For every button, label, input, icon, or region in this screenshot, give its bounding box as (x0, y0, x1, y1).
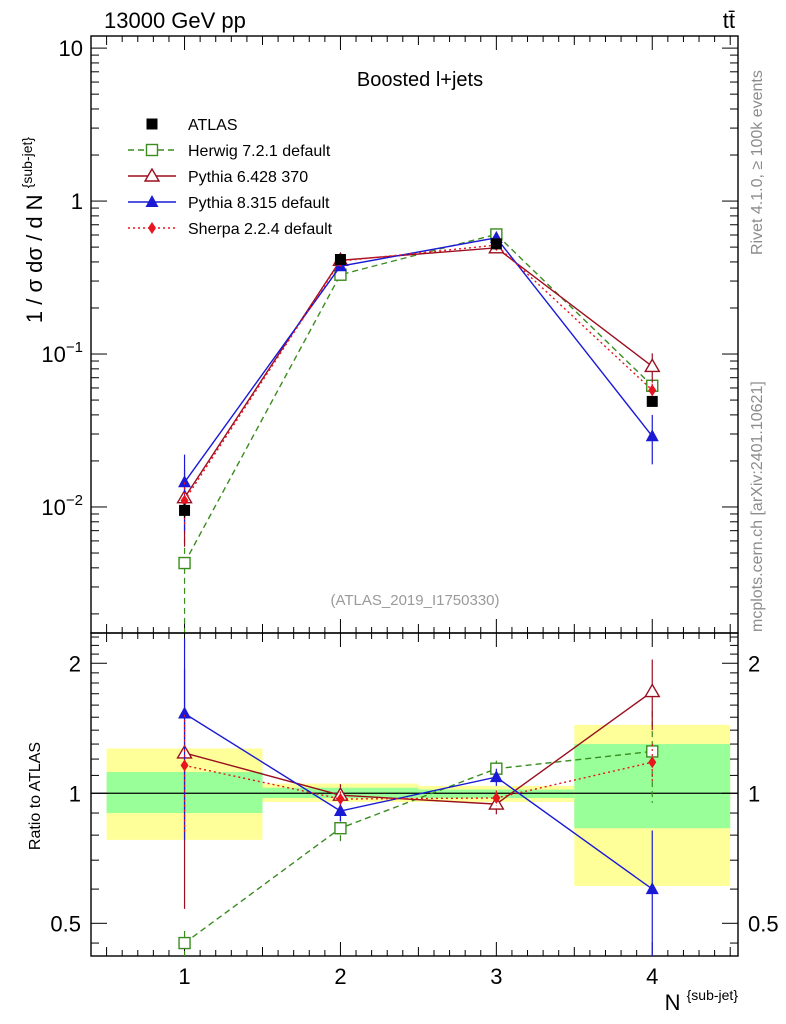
legend-label-pythia-8-315-default: Pythia 8.315 default (188, 195, 330, 212)
ratio-y-tick-label-left-0: 0.5 (50, 911, 81, 936)
legend-marker-sherpa-2-2-4-default (148, 222, 156, 234)
legend-label-herwig-7-2-1-default: Herwig 7.2.1 default (188, 143, 331, 160)
main-pythia-8-315-default-point-3 (645, 429, 659, 442)
x-tick-label-4: 4 (646, 964, 658, 989)
ratio-sherpa-2-2-4-default-line (184, 761, 653, 800)
main-atlas-point-3 (646, 395, 658, 407)
main-pythia-8-315-default-line (183, 237, 653, 483)
main-atlas-point-0 (179, 504, 191, 516)
main-pythia-6-428-370-line (183, 247, 653, 499)
main-sherpa-2-2-4-default-line (183, 244, 653, 501)
main-herwig-7-2-1-default-point-0 (178, 556, 191, 570)
main-y-axis-title-text: 1 / σ dσ / d N (22, 194, 47, 323)
ratio-herwig-7-2-1-default-point-1 (334, 822, 347, 835)
ratio-pythia-8-315-default-point-3 (645, 882, 659, 895)
side-label-top: Rivet 4.1.0, ≥ 100k events (749, 70, 766, 255)
ratio-sherpa-2-2-4-default-point-2 (492, 792, 501, 805)
ratio-pythia-8-315-default-point-2 (489, 770, 503, 783)
ratio-frame (90, 632, 739, 957)
main-y-tick-label-base: 10 (41, 495, 65, 520)
main-y-tick-label-base: 10 (41, 342, 65, 367)
main-atlas-point-2 (490, 238, 502, 250)
main-y-tick-label-0: 10−2 (41, 492, 83, 520)
x-tick-label-3: 3 (490, 964, 502, 989)
ratio-panel: 1 2 3 4 0.5 0.5 1 1 2 2 (50, 632, 779, 989)
main-sherpa-2-2-4-default-point-0 (180, 494, 189, 507)
header-right: tt̄ (723, 8, 735, 33)
side-label-bottom: mcplots.cern.ch [arXiv:2401.10621] (749, 381, 766, 632)
ratio-y-tick-label-left-2: 2 (69, 651, 81, 676)
legend-label-sherpa-2-2-4-default: Sherpa 2.2.4 default (188, 221, 333, 238)
ratio-sherpa-2-2-4-default-point-0 (180, 759, 189, 772)
x-tick-label-2: 2 (334, 964, 346, 989)
x-axis-title-text: N (665, 990, 681, 1015)
main-y-tick-label-3: 10 (59, 36, 83, 61)
main-y-tick-label-2: 1 (71, 189, 83, 214)
main-y-tick-label-1: 10−1 (41, 339, 83, 367)
main-y-tick-label-exp: −1 (66, 339, 83, 356)
ratio-y-tick-label-left-1: 1 (69, 781, 81, 806)
ratio-y-tick-label-right-0: 0.5 (748, 911, 779, 936)
ratio-pythia-6-428-370-point-3 (644, 683, 661, 698)
ratio-y-tick-label-right-1: 1 (748, 781, 760, 806)
ratio-y-axis-title: Ratio to ATLAS (27, 742, 44, 850)
main-atlas-point-1 (334, 253, 346, 265)
main-sherpa-2-2-4-default-point-3 (648, 384, 657, 397)
x-tick-label-1: 1 (178, 964, 190, 989)
legend-marker-atlas (146, 118, 158, 130)
x-axis-title-sup: {sub-jet} (687, 987, 739, 1003)
legend-marker-pythia-6-428-370 (143, 167, 161, 182)
main-pythia-8-315-default-point-0 (178, 475, 192, 488)
header-left: 13000 GeV pp (104, 8, 246, 33)
analysis-label: (ATLAS_2019_I1750330) (330, 592, 499, 609)
ratio-sherpa-2-2-4-default-point-1 (336, 792, 345, 805)
ratio-herwig-7-2-1-default-point-0 (178, 936, 191, 950)
main-herwig-7-2-1-default-line (183, 233, 653, 564)
legend: ATLAS Herwig 7.2.1 default Pythia 6.428 37… (128, 117, 333, 238)
x-axis-title: N {sub-jet} (665, 987, 739, 1015)
ratio-pythia-6-428-370-line (184, 690, 653, 805)
legend-label-pythia-6-428-370: Pythia 6.428 370 (188, 169, 308, 186)
ratio-sherpa-2-2-4-default-point-3 (648, 756, 657, 769)
legend-label-atlas: ATLAS (188, 117, 238, 134)
main-pythia-6-428-370-point-3 (644, 358, 661, 373)
main-y-tick-label-exp: −2 (66, 492, 83, 509)
main-y-axis-title-sup: {sub-jet} (19, 137, 35, 189)
ratio-pythia-8-315-default-point-0 (178, 706, 192, 719)
main-y-axis-title: 1 / σ dσ / d N {sub-jet} (19, 137, 47, 323)
ratio-pythia-8-315-default-line (184, 712, 653, 890)
ratio-y-tick-label-right-2: 2 (748, 651, 760, 676)
panel-title: Boosted l+jets (357, 69, 483, 91)
legend-marker-pythia-8-315-default (145, 195, 159, 207)
legend-marker-herwig-7-2-1-default (145, 143, 159, 157)
ratio-pythia-8-315-default-point-1 (333, 803, 347, 816)
